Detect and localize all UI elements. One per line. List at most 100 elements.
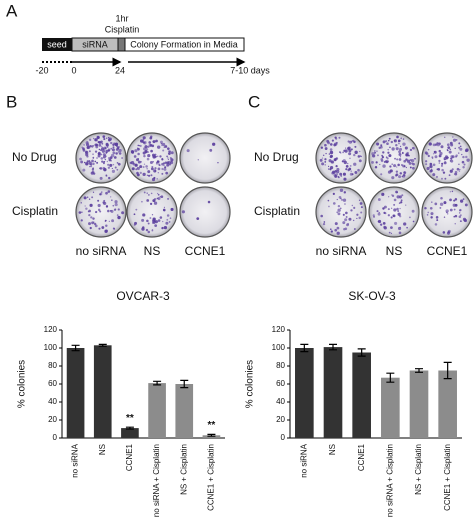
- colony: [347, 168, 351, 172]
- colony: [340, 175, 342, 177]
- colony: [142, 136, 146, 140]
- colony: [129, 161, 132, 164]
- colony: [353, 162, 357, 166]
- colony: [169, 217, 172, 219]
- time-label: -20: [35, 65, 48, 75]
- colony: [434, 155, 438, 159]
- colony: [438, 155, 442, 158]
- colony: [459, 199, 464, 203]
- colony: [438, 149, 441, 153]
- colony: [159, 216, 163, 219]
- colony: [382, 222, 386, 225]
- colony: [465, 155, 468, 159]
- colony: [429, 169, 433, 173]
- y-tick-label: 0: [281, 433, 286, 442]
- colony: [327, 168, 330, 171]
- colony: [91, 196, 94, 199]
- colony: [359, 150, 361, 153]
- colony: [137, 160, 141, 164]
- colony: [458, 146, 461, 149]
- x-tick-label: NS + Cisplatin: [414, 444, 423, 495]
- colony: [341, 160, 344, 163]
- colony: [450, 155, 454, 158]
- colony: [388, 231, 391, 234]
- colony: [332, 170, 336, 174]
- x-tick-label: CCNE1 + Cisplatin: [207, 444, 216, 511]
- colony: [334, 175, 338, 178]
- colony: [391, 176, 395, 180]
- colony: [160, 195, 164, 199]
- colony: [150, 167, 154, 171]
- colony: [346, 223, 349, 227]
- colony: [135, 208, 138, 211]
- colony: [84, 205, 86, 207]
- colony: [399, 145, 402, 148]
- colony: [357, 168, 360, 172]
- colony: [410, 158, 415, 163]
- colony: [371, 160, 374, 164]
- colony: [326, 139, 330, 143]
- colony: [336, 170, 340, 174]
- colony: [380, 159, 384, 163]
- colony: [169, 156, 172, 160]
- colony: [438, 162, 441, 164]
- colony: [170, 161, 174, 165]
- plate: [179, 186, 231, 238]
- colony: [453, 208, 456, 211]
- colony: [353, 153, 356, 157]
- colony: [455, 154, 458, 157]
- error-bar: [357, 348, 366, 357]
- colony: [462, 155, 465, 159]
- colony: [156, 178, 158, 180]
- colony: [329, 228, 332, 231]
- y-tick-label: 100: [44, 343, 58, 352]
- y-axis-label: % colonies: [245, 360, 256, 408]
- colony: [352, 140, 354, 142]
- colony: [92, 191, 95, 193]
- colony: [146, 157, 150, 161]
- colony: [101, 142, 104, 145]
- colony: [99, 210, 102, 213]
- colony: [99, 192, 103, 196]
- colony: [348, 152, 352, 156]
- colony: [378, 211, 380, 214]
- colony: [98, 148, 101, 151]
- colony: [343, 191, 347, 194]
- row-label: Cisplatin: [12, 204, 58, 218]
- error-bar: [207, 433, 216, 437]
- colony: [105, 229, 108, 233]
- colony: [403, 222, 407, 226]
- colony: [110, 141, 113, 145]
- colony: [431, 201, 433, 203]
- colony: [103, 199, 106, 202]
- colony: [336, 198, 338, 201]
- colony: [133, 213, 136, 216]
- colony: [425, 152, 429, 156]
- colony: [414, 157, 416, 160]
- colony: [452, 136, 454, 138]
- colony: [109, 163, 113, 167]
- error-bar: [180, 379, 189, 389]
- colony: [454, 214, 458, 218]
- colony: [110, 153, 115, 158]
- colony: [147, 151, 150, 153]
- colony: [377, 198, 381, 201]
- colony: [462, 166, 465, 169]
- colony: [385, 140, 388, 143]
- colony: [333, 158, 337, 162]
- bar: [381, 377, 400, 438]
- colony: [101, 145, 103, 148]
- colony: [137, 147, 140, 151]
- colony: [387, 208, 390, 211]
- colony: [149, 144, 153, 147]
- colony: [96, 135, 100, 139]
- row-label: Cisplatin: [254, 204, 300, 218]
- colony: [330, 230, 333, 233]
- colony: [102, 153, 106, 157]
- x-tick-label: NS + Cisplatin: [179, 444, 188, 495]
- colony: [91, 145, 94, 148]
- colony: [151, 229, 154, 232]
- colony: [164, 166, 167, 169]
- colony: [155, 139, 158, 143]
- error-bar: [386, 372, 395, 383]
